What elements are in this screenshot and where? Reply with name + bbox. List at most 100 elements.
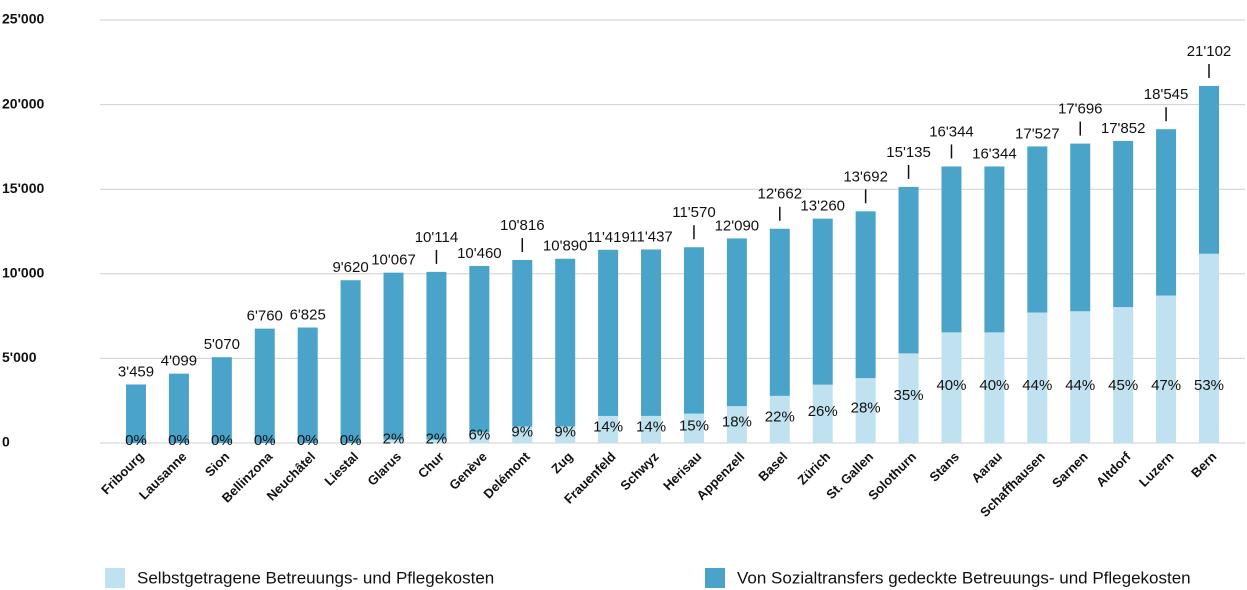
bar-segment [126, 384, 146, 443]
bar-segment [211, 357, 232, 443]
y-tick-label: 0 [2, 434, 10, 450]
x-tick-label: Basel [755, 449, 790, 484]
legend-label: Selbstgetragene Betreuungs- und Pflegeko… [137, 568, 494, 587]
share-label: 0% [211, 432, 233, 449]
share-label: 35% [894, 387, 924, 404]
x-tick-label: Schwyz [617, 449, 662, 494]
bar-segment [555, 426, 576, 443]
x-tick-label: Luzern [1136, 449, 1177, 490]
x-tick-label: Chur [415, 449, 447, 481]
total-label: 10'067 [371, 252, 416, 269]
share-label: 0% [125, 432, 147, 449]
bar-segment [984, 332, 1005, 443]
share-label: 6% [469, 427, 491, 444]
share-label: 40% [979, 377, 1009, 394]
total-label: 10'890 [543, 238, 588, 255]
bar-segment [1156, 295, 1177, 443]
share-label: 9% [554, 424, 576, 441]
bar-segment [1113, 307, 1134, 443]
x-tick-label: Delémont [480, 448, 533, 501]
share-label: 28% [851, 400, 881, 417]
bar-segment [383, 272, 404, 440]
share-label: 0% [340, 432, 362, 449]
bar-segment [941, 166, 962, 333]
total-label: 11'419 [586, 229, 629, 246]
x-tick-label: Lausanne [136, 449, 190, 503]
x-tick-label: Sion [202, 449, 233, 480]
y-tick-label: 25'000 [2, 11, 44, 27]
legend-swatch [705, 568, 725, 588]
x-tick-label: Stans [926, 449, 962, 485]
total-label: 6'760 [247, 308, 283, 325]
total-label: 12'090 [715, 217, 760, 234]
x-tick-label: Zürich [795, 449, 834, 488]
share-label: 14% [593, 418, 623, 435]
x-tick-label: Altdorf [1093, 448, 1134, 489]
x-tick-label: Aarau [968, 449, 1005, 486]
bar-segment [769, 395, 790, 443]
bar-segment [855, 378, 876, 443]
bar-segment [1027, 146, 1048, 313]
total-label: 13'260 [800, 198, 845, 215]
bar-segment [1199, 253, 1219, 443]
x-tick-label: Liestal [321, 449, 361, 489]
total-label: 9'620 [332, 259, 368, 276]
total-label: 11'570 [672, 204, 715, 221]
total-label: 4'099 [161, 353, 197, 370]
total-label: 5'070 [204, 336, 240, 353]
bar-segment [1156, 129, 1177, 296]
share-label: 0% [254, 432, 276, 449]
share-label: 14% [636, 418, 666, 435]
bar-segment [641, 249, 662, 416]
share-label: 0% [297, 432, 319, 449]
share-label: 40% [936, 377, 966, 394]
bar-segment [469, 266, 490, 433]
y-tick-label: 5'000 [2, 349, 37, 365]
bar-segment [469, 432, 490, 443]
total-label: 16'344 [972, 145, 1017, 162]
total-label: 17'527 [1015, 125, 1060, 142]
bar-segment [383, 439, 404, 443]
bar-segment [984, 166, 1005, 333]
total-label: 6'825 [290, 306, 326, 323]
share-label: 15% [679, 417, 709, 434]
bar-segment [297, 327, 318, 443]
share-label: 22% [765, 408, 795, 425]
total-label: 3'459 [118, 363, 154, 380]
share-label: 53% [1194, 377, 1224, 394]
bar-segment [812, 384, 833, 443]
bar-segment [254, 328, 275, 443]
bar-segment [683, 413, 704, 443]
bar-segment [1027, 312, 1048, 443]
bar-segment [1070, 143, 1091, 312]
bar-segment [855, 211, 876, 379]
legend-swatch [105, 568, 125, 588]
bar-segment [898, 186, 919, 354]
total-label: 12'662 [758, 186, 803, 203]
bar-segment [726, 238, 747, 407]
y-tick-label: 15'000 [2, 180, 44, 196]
bar-segment [512, 426, 533, 443]
y-tick-label: 10'000 [2, 265, 44, 281]
total-label: 10'114 [415, 229, 458, 246]
bar-segment [898, 353, 919, 443]
bar-segment [1113, 140, 1134, 308]
total-label: 10'460 [457, 245, 502, 262]
share-label: 9% [511, 424, 533, 441]
bar-segment [168, 373, 189, 443]
share-label: 18% [722, 414, 752, 431]
bar-segment [641, 415, 662, 443]
x-tick-label: Zug [548, 449, 575, 476]
bar-segment [555, 258, 576, 427]
total-label: 16'344 [929, 123, 974, 140]
bar-segment [941, 332, 962, 443]
x-tick-label: Bern [1188, 449, 1220, 481]
total-label: 17'852 [1101, 120, 1146, 137]
bar-segment [340, 280, 361, 443]
bar-segment [812, 218, 833, 385]
share-label: 2% [383, 430, 405, 447]
x-tick-label: Glarus [364, 449, 404, 489]
bar-segment [426, 439, 447, 443]
bar-segment [598, 249, 619, 416]
